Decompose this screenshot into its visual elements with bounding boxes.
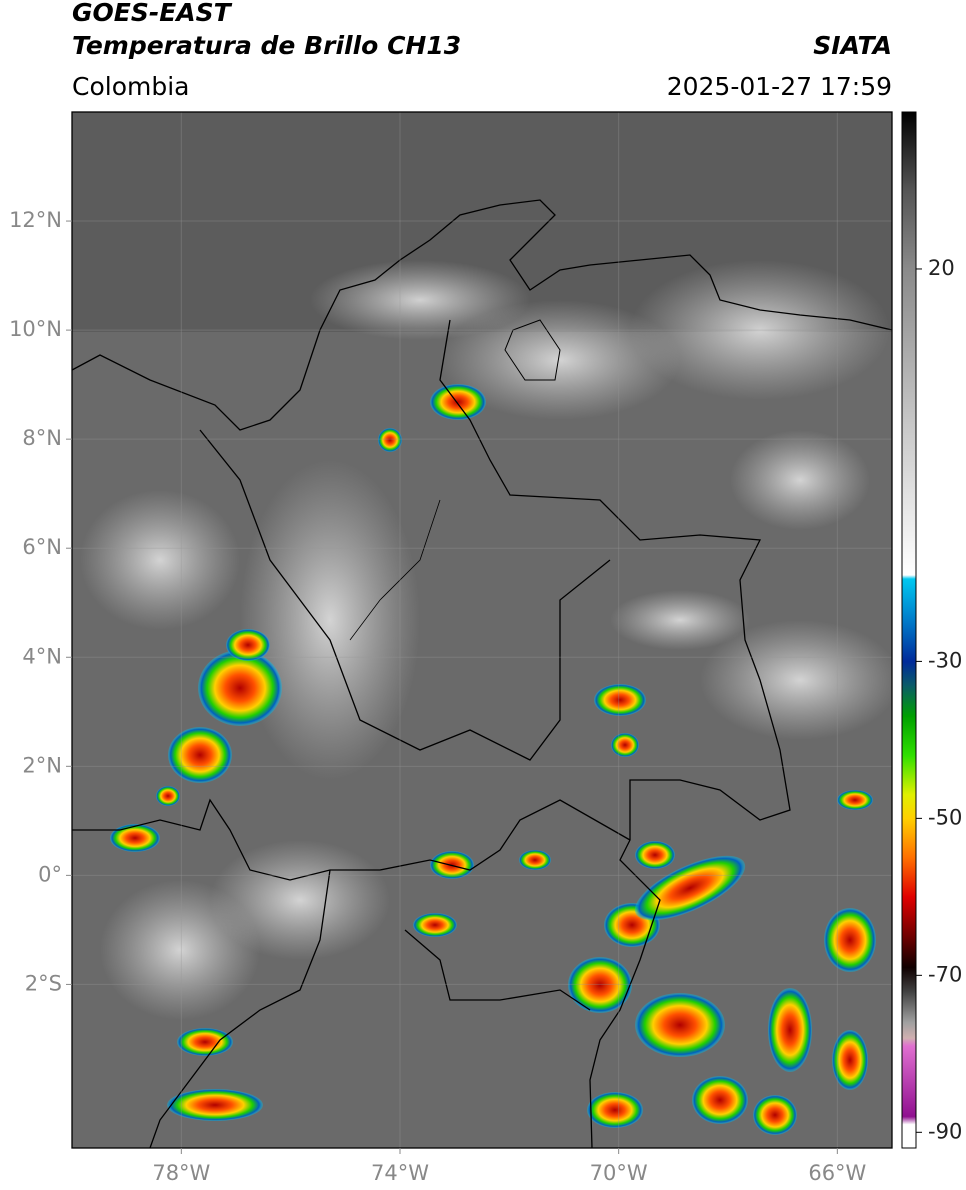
- source: SIATA: [813, 31, 892, 60]
- x-tick-label: 74°W: [371, 1161, 429, 1185]
- y-tick-label: 4°N: [22, 644, 62, 668]
- y-tick-label: 2°S: [25, 971, 62, 995]
- x-tick-label: 70°W: [590, 1161, 648, 1185]
- y-tick-label: 0°: [38, 862, 62, 886]
- y-tick-label: 12°N: [9, 208, 62, 232]
- y-tick-label: 10°N: [9, 317, 62, 341]
- timestamp: 2025-01-27 17:59: [667, 72, 892, 101]
- colorbar-tick-label: -90: [928, 1119, 962, 1143]
- colorbar-tick-label: -70: [928, 962, 962, 986]
- colorbar-tick-label: 20: [928, 256, 955, 280]
- x-tick-label: 66°W: [808, 1161, 866, 1185]
- title: GOES-EAST: [72, 0, 233, 27]
- satellite-image: [72, 112, 892, 1148]
- y-tick-label: 2°N: [22, 753, 62, 777]
- colorbar: [901, 111, 917, 1149]
- map-frame: [71, 111, 893, 1149]
- colorbar-tick-label: -30: [928, 648, 962, 672]
- colorbar-tick-label: -50: [928, 805, 962, 829]
- subtitle: Temperatura de Brillo CH13: [72, 31, 461, 60]
- y-tick-label: 8°N: [22, 426, 62, 450]
- x-tick-label: 78°W: [152, 1161, 210, 1185]
- y-tick-label: 6°N: [22, 535, 62, 559]
- region: Colombia: [72, 72, 189, 101]
